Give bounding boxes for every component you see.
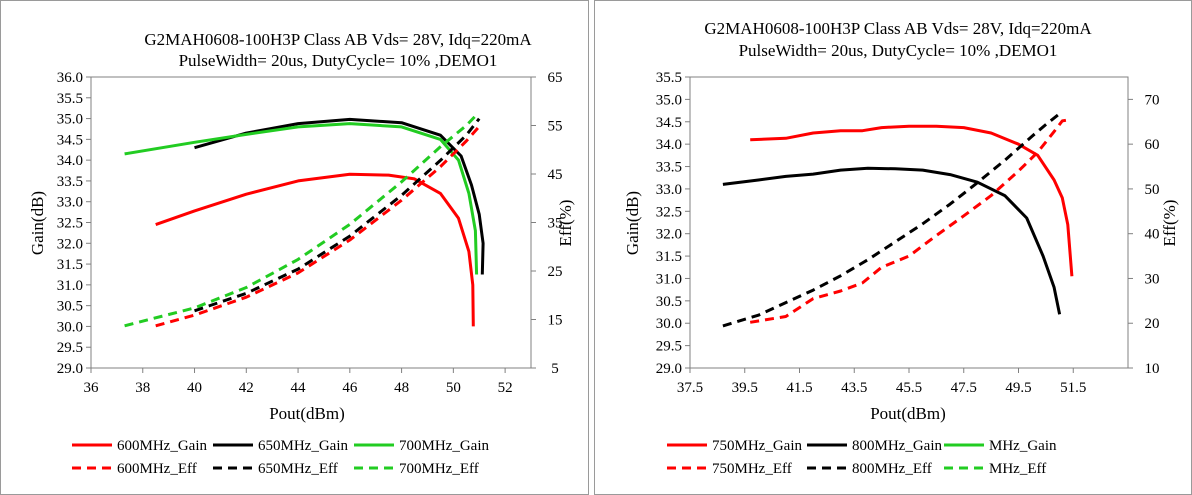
x-tick-label: 48 <box>394 380 409 396</box>
y-tick-label: 32.5 <box>656 204 682 220</box>
x-tick-label: 51.5 <box>1060 380 1086 396</box>
x-tick-label: 37.5 <box>677 380 703 396</box>
legend-label: 800MHz_Gain <box>852 438 942 454</box>
y-tick-label: 35.0 <box>57 112 83 128</box>
y-tick-label: 33.0 <box>656 182 682 198</box>
x-tick-label: 49.5 <box>1005 380 1031 396</box>
x-tick-label: 42 <box>239 380 254 396</box>
x-tick-label: 45.5 <box>896 380 922 396</box>
y2-axis-label: Eff(%) <box>556 200 575 247</box>
chart-title: G2MAH0608-100H3P Class AB Vds= 28V, Idq=… <box>144 30 532 49</box>
series-line-600mhz-eff <box>155 125 481 328</box>
y-tick-label: 33.0 <box>57 195 83 211</box>
y-tick-label: 30.5 <box>57 299 83 315</box>
y-tick-label: 29.5 <box>656 339 682 355</box>
y-tick-label: 34.0 <box>656 137 682 153</box>
y2-tick-label: 55 <box>548 119 563 135</box>
y-tick-label: 35.5 <box>57 91 83 107</box>
legend-label: 800MHz_Eff <box>852 461 932 477</box>
series-line-650mhz-eff <box>194 117 481 313</box>
chart-left: G2MAH0608-100H3P Class AB Vds= 28V, Idq=… <box>28 30 575 477</box>
legend-label: 650MHz_Eff <box>258 461 338 477</box>
legend-label: 700MHz_Gain <box>399 438 489 454</box>
y2-tick-label: 45 <box>548 167 563 183</box>
x-axis-label: Pout(dBm) <box>269 404 345 423</box>
series-line-700mhz-eff <box>124 113 478 328</box>
legend-label: 600MHz_Gain <box>117 438 207 454</box>
y-tick-label: 32.5 <box>57 216 83 232</box>
y-tick-label: 31.0 <box>656 271 682 287</box>
legend-label: 650MHz_Gain <box>258 438 348 454</box>
x-tick-label: 36 <box>84 380 100 396</box>
legend-label: 600MHz_Eff <box>117 461 197 477</box>
x-axis-label: Pout(dBm) <box>870 404 946 423</box>
x-tick-label: 47.5 <box>951 380 977 396</box>
y-tick-label: 34.0 <box>57 153 83 169</box>
y2-tick-label: 35 <box>548 216 563 232</box>
y-tick-label: 31.5 <box>656 249 682 265</box>
y-tick-label: 35.5 <box>656 70 682 86</box>
legend-label: MHz_Eff <box>989 461 1046 477</box>
y2-tick-label: 5 <box>551 361 559 377</box>
y-tick-label: 33.5 <box>57 174 83 190</box>
y-tick-label: 32.0 <box>656 227 682 243</box>
y-tick-label: 29.5 <box>57 340 83 356</box>
y-tick-label: 31.0 <box>57 278 83 294</box>
chart-panel-right: G2MAH0608-100H3P Class AB Vds= 28V, Idq=… <box>594 0 1192 495</box>
chart-panel-left: G2MAH0608-100H3P Class AB Vds= 28V, Idq=… <box>0 0 589 495</box>
y2-tick-label: 60 <box>1145 137 1160 153</box>
series-line-750mhz-eff <box>749 118 1069 324</box>
y-tick-label: 36.0 <box>57 70 83 86</box>
y2-tick-label: 10 <box>1145 361 1160 377</box>
y-tick-label: 29.0 <box>57 361 83 377</box>
y-tick-label: 34.5 <box>656 115 682 131</box>
x-tick-label: 43.5 <box>841 380 867 396</box>
y-axis-label: Gain(dB) <box>623 191 642 255</box>
legend-label: 700MHz_Eff <box>399 461 479 477</box>
x-tick-label: 39.5 <box>732 380 758 396</box>
series-line-700mhz-gain <box>124 122 479 275</box>
y-tick-label: 29.0 <box>656 361 682 377</box>
y2-tick-label: 50 <box>1145 182 1160 198</box>
x-tick-label: 38 <box>135 380 150 396</box>
y2-tick-label: 30 <box>1145 271 1160 287</box>
legend-label: MHz_Gain <box>989 438 1057 454</box>
series-line-650mhz-gain <box>194 117 485 275</box>
y-tick-label: 30.0 <box>57 319 83 335</box>
y2-tick-label: 25 <box>548 264 563 280</box>
y-tick-label: 31.5 <box>57 257 83 273</box>
chart-subtitle: PulseWidth= 20us, DutyCycle= 10% ,DEMO1 <box>739 41 1058 60</box>
x-tick-label: 50 <box>446 380 461 396</box>
y2-tick-label: 15 <box>548 313 563 329</box>
chart-right: G2MAH0608-100H3P Class AB Vds= 28V, Idq=… <box>623 19 1179 477</box>
y-tick-label: 30.0 <box>656 316 682 332</box>
chart-title: G2MAH0608-100H3P Class AB Vds= 28V, Idq=… <box>704 19 1092 38</box>
y-tick-label: 32.0 <box>57 236 83 252</box>
x-tick-label: 41.5 <box>786 380 812 396</box>
y2-tick-label: 65 <box>548 70 563 86</box>
series-line-800mhz-eff <box>722 112 1061 328</box>
y-tick-label: 34.5 <box>57 132 83 148</box>
legend-label: 750MHz_Gain <box>712 438 802 454</box>
x-tick-label: 40 <box>187 380 202 396</box>
series-line-600mhz-gain <box>155 172 475 327</box>
chart-subtitle: PulseWidth= 20us, DutyCycle= 10% ,DEMO1 <box>179 51 498 70</box>
legend-label: 750MHz_Eff <box>712 461 792 477</box>
x-tick-label: 52 <box>498 380 513 396</box>
y-tick-label: 35.0 <box>656 92 682 108</box>
y2-tick-label: 40 <box>1145 227 1160 243</box>
y-tick-label: 30.5 <box>656 294 682 310</box>
y-axis-label: Gain(dB) <box>28 191 47 255</box>
y2-tick-label: 20 <box>1145 316 1160 332</box>
x-tick-label: 46 <box>342 380 358 396</box>
series-line-800mhz-gain <box>722 166 1062 315</box>
y2-axis-label: Eff(%) <box>1160 200 1179 247</box>
y2-tick-label: 70 <box>1145 92 1160 108</box>
x-tick-label: 44 <box>291 380 307 396</box>
y-tick-label: 33.5 <box>656 160 682 176</box>
series-line-750mhz-gain <box>750 124 1074 277</box>
